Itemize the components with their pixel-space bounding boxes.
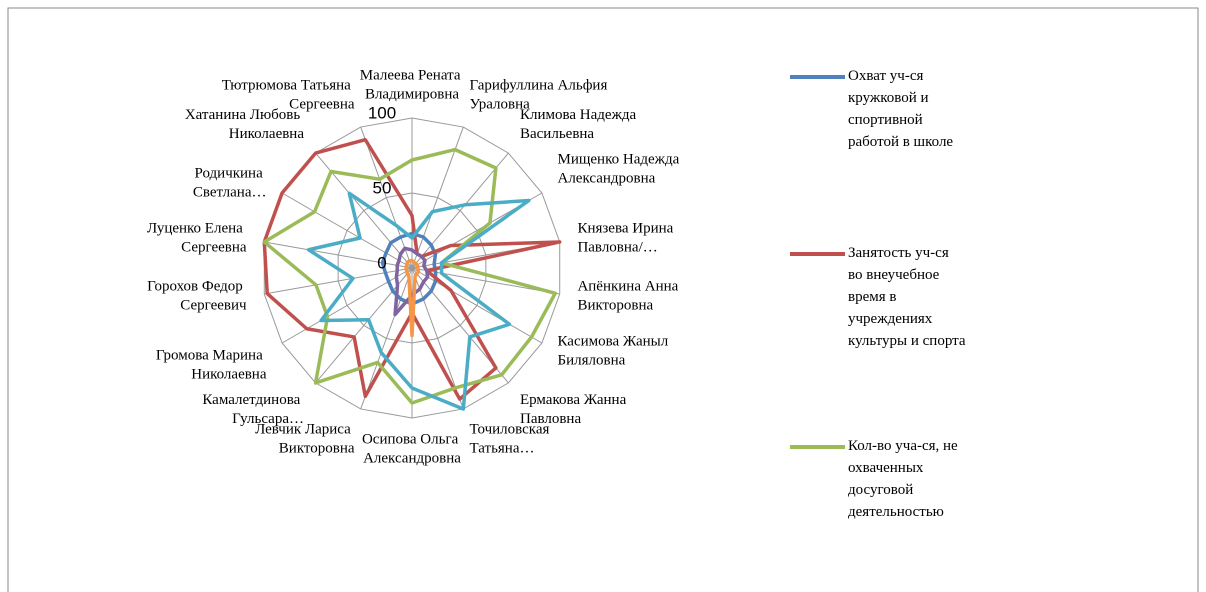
category-label: Луценко Елена Сергеевна: [147, 221, 247, 256]
category-label: Камалетдинова Гульсара…: [202, 393, 304, 428]
series-line: [306, 191, 531, 411]
category-label: Князева Ирина Павловна/…: [577, 221, 677, 256]
category-label: Касимова Жаныл Биляловна: [557, 334, 672, 369]
series-line: [262, 147, 558, 405]
r-tick-label: 0: [377, 253, 386, 272]
spoke: [411, 152, 509, 269]
spoke: [360, 267, 413, 410]
category-label: Хатанина Любовь Николаевна: [185, 107, 305, 142]
r-tick-label: 100: [368, 103, 396, 122]
legend: Охват уч-ся кружковой и спортивной работ…: [790, 68, 966, 520]
spoke: [264, 267, 413, 295]
category-label: Гарифуллина Альфия Ураловна: [469, 78, 611, 113]
category-label: Осипова Ольга Александровна: [362, 432, 462, 467]
category-label: Горохов Федор Сергеевич: [147, 279, 247, 314]
spoke: [281, 192, 413, 269]
legend-label: Занятость уч-ся во внеучебное время в уч…: [848, 245, 966, 349]
spoke: [411, 267, 543, 344]
category-label: Родичкина Светлана…: [193, 166, 267, 201]
category-label: Мищенко Надежда Александровна: [557, 152, 683, 187]
spoke: [360, 126, 413, 269]
category-label: Точиловская Татьяна…: [469, 422, 553, 457]
series: [262, 137, 562, 411]
chart-frame: [7, 7, 1199, 592]
category-label: Левчик Лариса Викторовна: [255, 422, 355, 457]
spoke: [264, 241, 413, 269]
series-line: [393, 246, 430, 317]
category-label: Тютрюмова Татьяна Сергеевна: [222, 78, 355, 113]
category-label: Малеева Рената Владимировна: [360, 68, 464, 103]
category-label: Апёнкина Анна Викторовна: [577, 279, 682, 314]
legend-label: Кол-во уча-ся, не охваченных досуговой д…: [848, 438, 961, 520]
r-tick-label: 50: [373, 178, 392, 197]
category-label: Громова Марина Николаевна: [156, 348, 267, 383]
legend-label: Охват уч-ся кружковой и спортивной работ…: [848, 68, 953, 150]
spoke: [281, 267, 413, 344]
category-label: Климова Надежда Васильевна: [520, 107, 640, 142]
category-label: Ермакова Жанна Павловна: [520, 393, 630, 428]
grid: [263, 117, 561, 419]
series-line: [404, 258, 421, 338]
spoke: [411, 267, 464, 410]
